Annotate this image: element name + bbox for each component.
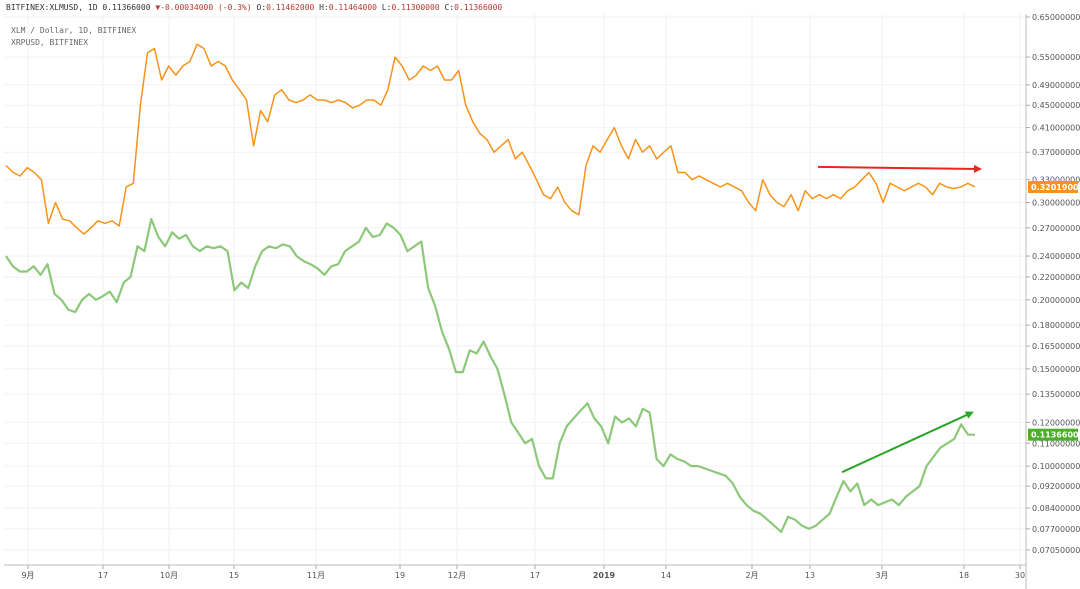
ohlc-header: BITFINEX:XLMUSD, 1D 0.11366000 ▼-0.00034… [6, 3, 502, 12]
y-tick-label: 0.45000000 [1032, 101, 1080, 110]
legend-main-series[interactable]: XLM / Dollar, 1D, BITFINEX [11, 26, 137, 35]
x-tick-label: 14 [661, 571, 671, 580]
x-tick-label: 17 [530, 571, 540, 580]
y-tick-label: 0.07700000 [1032, 525, 1080, 534]
x-tick-label: 15 [229, 571, 239, 580]
y-tick-label: 0.18000000 [1032, 321, 1080, 330]
y-tick-label: 0.27000000 [1032, 224, 1080, 233]
green-up-arrow [841, 411, 974, 474]
y-tick-label: 0.22000000 [1032, 273, 1080, 282]
x-tick-label: 10月 [160, 571, 178, 580]
y-tick-label: 0.20000000 [1032, 296, 1080, 305]
y-tick-label: 0.49000000 [1032, 81, 1080, 90]
x-axis[interactable]: 9月 17 10月 15 11月 19 12月 17 2019 14 2月 13 3月 18 30 [21, 565, 1025, 580]
close-value: 0.11366000 [454, 3, 503, 12]
close-label: C: [444, 3, 455, 12]
y-tick-label: 0.16500000 [1032, 342, 1080, 351]
x-tick-label: 11月 [307, 571, 325, 580]
y-axis[interactable]: 0.65000000 0.55000000 0.49000000 0.45000000… [4, 13, 1080, 589]
xrp-price-badge [1028, 181, 1078, 194]
y-tick-label: 0.30000000 [1032, 199, 1080, 208]
y-tick-label: 0.07050000 [1032, 546, 1080, 555]
annotations [817, 164, 982, 474]
x-tick-label: 2月 [745, 571, 758, 580]
x-tick-label: 12月 [448, 571, 466, 580]
last-price: 0.11366000 [102, 3, 151, 12]
change-value: -0.00034000 (-0.3%) [160, 3, 252, 12]
y-tick-label: 0.12000000 [1032, 418, 1080, 427]
low-label: L: [381, 3, 392, 12]
high-value: 0.11464000 [328, 3, 377, 12]
x-tick-label: 30 [1015, 571, 1025, 580]
y-tick-label: 0.41000000 [1032, 124, 1080, 133]
symbol-label: BITFINEX:XLMUSD, 1D [6, 3, 98, 12]
xlm-price-badge [1028, 428, 1078, 441]
series-lines [5, 43, 976, 534]
y-tick-label: 0.55000000 [1032, 53, 1080, 62]
red-flat-arrow [817, 164, 982, 173]
x-tick-label: 17 [98, 571, 108, 580]
low-value: 0.11300000 [391, 3, 440, 12]
open-label: O: [256, 3, 267, 12]
x-tick-label: 3月 [875, 571, 888, 580]
y-tick-label: 0.08400000 [1032, 504, 1080, 513]
xlm-line [5, 218, 975, 534]
y-tick-label: 0.10000000 [1032, 462, 1080, 471]
x-tick-label: 2019 [593, 571, 616, 580]
down-triangle-icon: ▼ [155, 3, 161, 12]
y-tick-label: 0.11000000 [1032, 439, 1080, 448]
legend-compare-series[interactable]: XRPUSD, BITFINEX [11, 38, 89, 47]
y-tick-label: 0.24000000 [1032, 252, 1080, 261]
open-value: 0.11462000 [266, 3, 315, 12]
x-tick-label: 9月 [21, 571, 34, 580]
y-tick-label: 0.37000000 [1032, 148, 1080, 157]
high-label: H: [319, 3, 329, 12]
grid [4, 14, 1026, 565]
x-tick-label: 18 [959, 571, 969, 580]
y-tick-label: 0.33000000 [1032, 176, 1080, 185]
x-tick-label: 13 [805, 571, 815, 580]
y-tick-label: 0.15000000 [1032, 365, 1080, 374]
y-tick-label: 0.13500000 [1032, 390, 1080, 399]
xrp-line [5, 43, 976, 235]
x-tick-label: 19 [395, 571, 405, 580]
xrp-price-badge-label: 0.32019000 [1031, 183, 1080, 192]
y-tick-label: 0.09200000 [1032, 482, 1080, 491]
xlm-price-badge-label: 0.11366000 [1031, 431, 1080, 440]
y-tick-label: 0.65000000 [1032, 13, 1080, 22]
